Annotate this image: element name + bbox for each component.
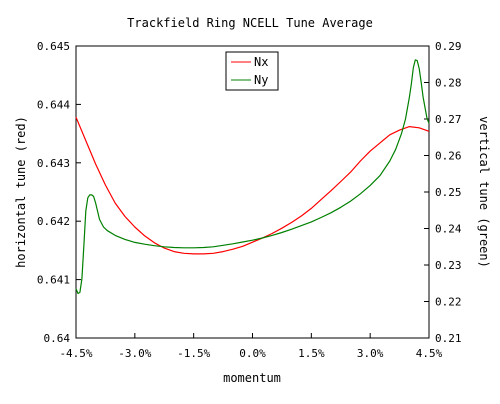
left-tick-label: 0.643 — [37, 157, 70, 170]
series-line-nx — [75, 116, 430, 255]
legend-box — [225, 51, 279, 91]
x-tick-label: 1.5% — [298, 347, 325, 360]
chart-title: Trackfield Ring NCELL Tune Average — [127, 16, 373, 30]
x-tick-label: 4.5% — [416, 347, 443, 360]
right-tick-label: 0.24 — [435, 223, 462, 236]
x-tick-label: 3.0% — [357, 347, 384, 360]
right-tick-label: 0.27 — [435, 113, 462, 126]
left-tick-label: 0.641 — [37, 274, 70, 287]
right-tick-label: 0.22 — [435, 296, 462, 309]
legend: Nx Ny — [225, 51, 279, 91]
right-axis-label: vertical tune (green) — [477, 116, 491, 268]
series-line-ny — [75, 59, 430, 295]
right-tick-label: 0.29 — [435, 40, 462, 53]
series-layer — [75, 59, 430, 295]
right-tick-label: 0.25 — [435, 186, 462, 199]
right-tick-label: 0.21 — [435, 332, 462, 345]
right-tick-label: 0.28 — [435, 77, 462, 90]
legend-label-ny: Ny — [254, 73, 268, 87]
x-tick-label: -4.5% — [59, 347, 92, 360]
x-tick-label: -1.5% — [177, 347, 210, 360]
x-axis-ticks: -4.5% -3.0% -1.5% 0.0% 1.5% 3.0% 4.5% — [59, 333, 443, 360]
right-tick-label: 0.26 — [435, 150, 462, 163]
left-axis-label: horizontal tune (red) — [14, 116, 28, 268]
plot-area — [75, 45, 430, 339]
legend-label-nx: Nx — [254, 55, 268, 69]
left-tick-label: 0.645 — [37, 40, 70, 53]
x-tick-label: -3.0% — [118, 347, 151, 360]
left-axis-ticks: 0.64 0.641 0.642 0.643 0.644 0.645 — [37, 40, 81, 345]
x-tick-label: 0.0% — [239, 347, 266, 360]
left-tick-label: 0.64 — [44, 332, 71, 345]
left-tick-label: 0.642 — [37, 215, 70, 228]
right-axis-ticks: 0.21 0.22 0.23 0.24 0.25 0.26 0.27 0.28 0.29 — [424, 40, 462, 345]
right-tick-label: 0.23 — [435, 259, 462, 272]
x-axis-label: momentum — [223, 371, 281, 385]
left-tick-label: 0.644 — [37, 98, 70, 111]
